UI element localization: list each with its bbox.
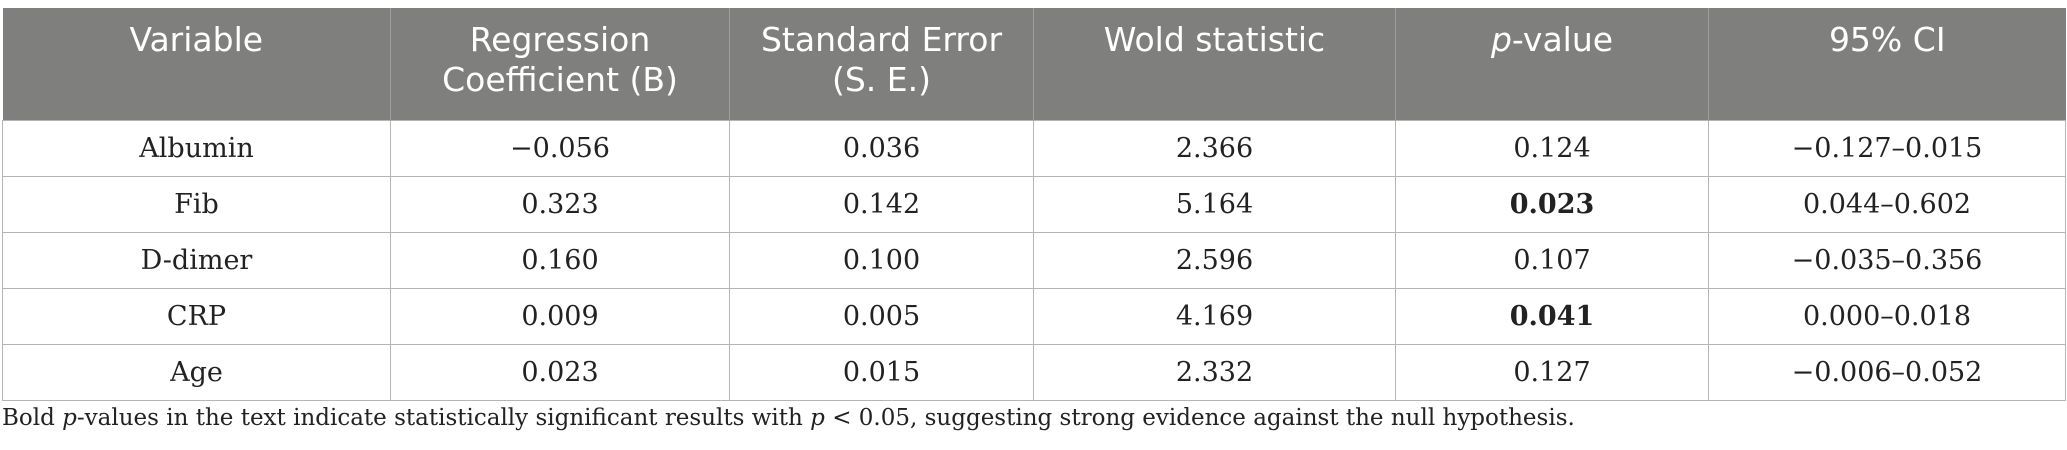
cell-coefficient: 0.323	[390, 175, 730, 233]
footnote-text: Bold	[2, 405, 63, 431]
table-row: Fib 0.323 0.142 5.164 0.023 0.044–0.602	[2, 175, 2066, 233]
cell-standard-error: 0.142	[729, 175, 1034, 233]
cell-variable: Albumin	[2, 119, 391, 177]
table-header: Variable Regression Coefficient (B) Stan…	[2, 8, 2066, 120]
cell-standard-error: 0.005	[729, 287, 1034, 345]
cell-standard-error: 0.100	[729, 231, 1034, 289]
cell-ci: 0.000–0.018	[1708, 287, 2066, 345]
table-row: Albumin −0.056 0.036 2.366 0.124 −0.127–…	[2, 119, 2066, 177]
cell-p-value-significant: 0.023	[1395, 175, 1709, 233]
cell-coefficient: 0.023	[390, 343, 730, 401]
cell-variable: D-dimer	[2, 231, 391, 289]
header-p-suffix: -value	[1511, 20, 1614, 59]
cell-wold-statistic: 4.169	[1033, 287, 1396, 345]
cell-coefficient: 0.160	[390, 231, 730, 289]
cell-wold-statistic: 5.164	[1033, 175, 1396, 233]
header-regression-coefficient: Regression Coefficient (B)	[390, 8, 730, 120]
cell-variable: CRP	[2, 287, 391, 345]
cell-standard-error: 0.015	[729, 343, 1034, 401]
cell-variable: Fib	[2, 175, 391, 233]
cell-p-value: 0.124	[1395, 119, 1709, 177]
header-row: Variable Regression Coefficient (B) Stan…	[2, 8, 2066, 120]
table-row: CRP 0.009 0.005 4.169 0.041 0.000–0.018	[2, 287, 2066, 345]
cell-p-value: 0.107	[1395, 231, 1709, 289]
cell-p-value: 0.127	[1395, 343, 1709, 401]
footnote-text: < 0.05, suggesting strong evidence again…	[824, 405, 1575, 431]
header-wold-statistic: Wold statistic	[1033, 8, 1396, 120]
footnote-text: -values in the text indicate statistical…	[76, 405, 811, 431]
cell-wold-statistic: 2.596	[1033, 231, 1396, 289]
table-row: D-dimer 0.160 0.100 2.596 0.107 −0.035–0…	[2, 231, 2066, 289]
cell-coefficient: −0.056	[390, 119, 730, 177]
header-variable: Variable	[2, 8, 391, 120]
footnote-p-italic: p	[62, 405, 77, 431]
cell-ci: −0.127–0.015	[1708, 119, 2066, 177]
footnote-p-italic: p	[810, 405, 825, 431]
results-table-container: Variable Regression Coefficient (B) Stan…	[0, 8, 2067, 401]
header-standard-error: Standard Error (S. E.)	[729, 8, 1034, 120]
regression-results-table: Variable Regression Coefficient (B) Stan…	[2, 8, 2066, 401]
header-p-italic: p	[1490, 20, 1512, 59]
cell-ci: 0.044–0.602	[1708, 175, 2066, 233]
table-row: Age 0.023 0.015 2.332 0.127 −0.006–0.052	[2, 343, 2066, 401]
cell-ci: −0.035–0.356	[1708, 231, 2066, 289]
header-95-ci: 95% CI	[1708, 8, 2066, 120]
cell-wold-statistic: 2.332	[1033, 343, 1396, 401]
cell-standard-error: 0.036	[729, 119, 1034, 177]
cell-coefficient: 0.009	[390, 287, 730, 345]
table-body: Albumin −0.056 0.036 2.366 0.124 −0.127–…	[2, 119, 2066, 401]
header-p-value: p-value	[1395, 8, 1709, 120]
cell-ci: −0.006–0.052	[1708, 343, 2066, 401]
cell-wold-statistic: 2.366	[1033, 119, 1396, 177]
cell-p-value-significant: 0.041	[1395, 287, 1709, 345]
cell-variable: Age	[2, 343, 391, 401]
table-footnote: Bold p-values in the text indicate stati…	[2, 405, 1575, 431]
